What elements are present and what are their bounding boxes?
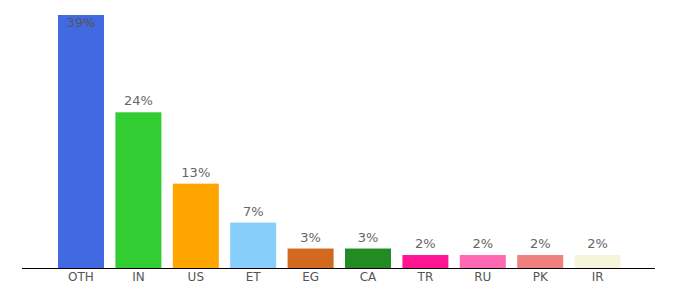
data-label: 2% [415, 236, 436, 251]
bar [115, 112, 161, 268]
data-label: 2% [587, 236, 608, 251]
data-label: 2% [530, 236, 551, 251]
bar [288, 249, 334, 268]
chart: 39% OTH 24% IN 13% US 7% ET 3% EG 3% CA 2% TR 2% RU 2% PK… [0, 0, 680, 300]
bar [575, 255, 621, 268]
bar [402, 255, 448, 268]
data-label: 24% [124, 93, 153, 108]
bar [345, 249, 391, 268]
x-tick-label: RU [474, 270, 491, 284]
x-tick-label: TR [417, 270, 434, 284]
x-tick-label: ET [246, 270, 262, 284]
bar [517, 255, 563, 268]
x-tick-label: IN [132, 270, 145, 284]
bar [173, 184, 219, 268]
data-label: 7% [243, 204, 264, 219]
x-tick-label: US [188, 270, 204, 284]
bar [230, 223, 276, 268]
x-tick-label: IR [592, 270, 604, 284]
x-tick-label: OTH [68, 270, 94, 284]
data-label: 13% [181, 165, 210, 180]
x-axis-line [22, 268, 655, 269]
bar [460, 255, 506, 268]
data-label: 3% [300, 230, 321, 245]
bar [58, 15, 104, 268]
bars [58, 15, 621, 268]
x-tick-label: EG [302, 270, 319, 284]
x-tick-label: PK [533, 270, 549, 284]
x-tick-label: CA [360, 270, 377, 284]
data-label: 39% [67, 15, 96, 30]
data-label: 2% [472, 236, 493, 251]
data-label: 3% [358, 230, 379, 245]
